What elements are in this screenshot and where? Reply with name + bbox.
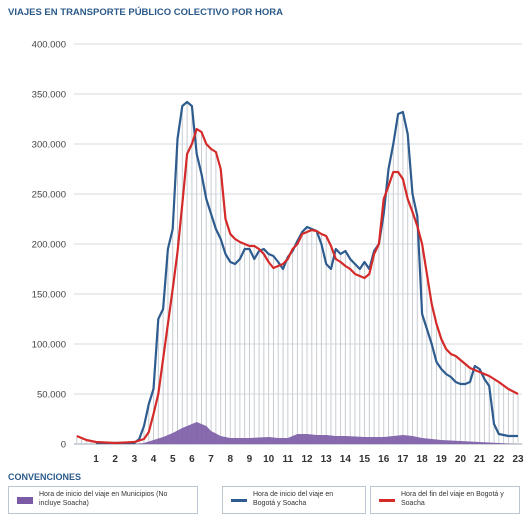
x-tick-label: 4 xyxy=(151,454,157,465)
x-tick-label: 11 xyxy=(283,454,294,465)
x-tick-label: 8 xyxy=(227,454,233,465)
legend: Hora de inicio del viaje en Municipios (… xyxy=(8,486,520,516)
x-tick-label: 9 xyxy=(247,454,253,465)
y-tick-label: 250.000 xyxy=(32,190,66,201)
x-tick-label: 2 xyxy=(112,454,118,465)
legend-item-fin-bogota: Hora del fin del viaje en Bogotá y Soach… xyxy=(370,486,520,514)
y-tick-label: 100.000 xyxy=(32,340,66,351)
legend-item-municipios: Hora de inicio del viaje en Municipios (… xyxy=(8,486,198,514)
x-axis-ticks: 1 2 3 4 5 6 7 8 9 10 11 12 13 14 15 16 17 18 19 20 21 22 23 xyxy=(93,454,524,465)
x-tick-label: 17 xyxy=(397,454,409,465)
x-tick-label: 12 xyxy=(301,454,313,465)
x-tick-label: 15 xyxy=(359,454,371,465)
legend-swatch-municipios xyxy=(17,497,33,504)
series-line-fin-bogota xyxy=(76,127,519,445)
x-tick-label: 21 xyxy=(474,454,486,465)
x-tick-label: 10 xyxy=(263,454,275,465)
x-tick-label: 19 xyxy=(436,454,448,465)
x-tick-label: 13 xyxy=(321,454,333,465)
legend-title: CONVENCIONES xyxy=(8,472,82,482)
y-tick-label: 300.000 xyxy=(32,140,66,151)
x-tick-label: 14 xyxy=(340,454,352,465)
series-group xyxy=(76,100,523,445)
y-tick-label: 350.000 xyxy=(32,90,66,101)
chart-title: VIAJES EN TRANSPORTE PÚBLICO COLECTIVO P… xyxy=(8,7,283,18)
legend-swatch-inicio-bogota xyxy=(231,499,247,502)
hour-bars xyxy=(76,102,519,444)
legend-label-fin-bogota: Hora del fin del viaje en Bogotá y Soach… xyxy=(401,491,504,507)
y-axis-ticks: 0 50.000 100.000 150.000 200.000 250.000 300.0… xyxy=(32,40,66,451)
x-tick-label: 18 xyxy=(417,454,429,465)
legend-label-municipios: Hora de inicio del viaje en Municipios (… xyxy=(39,491,168,507)
x-tick-label: 23 xyxy=(512,454,524,465)
series-area-municipios xyxy=(76,422,523,444)
y-tick-label: 400.000 xyxy=(32,40,66,51)
x-tick-label: 22 xyxy=(493,454,505,465)
legend-item-inicio-bogota: Hora de inicio del viaje en Bogotá y Soa… xyxy=(222,486,366,514)
y-tick-label: 200.000 xyxy=(32,240,66,251)
x-tick-label: 6 xyxy=(189,454,195,465)
x-tick-label: 3 xyxy=(132,454,138,465)
x-tick-label: 1 xyxy=(93,454,99,465)
x-tick-label: 16 xyxy=(378,454,390,465)
legend-swatch-fin-bogota xyxy=(379,499,395,502)
x-tick-label: 5 xyxy=(170,454,176,465)
y-tick-label: 150.000 xyxy=(32,290,66,301)
x-tick-label: 20 xyxy=(455,454,467,465)
y-tick-label: 0 xyxy=(61,440,66,451)
y-tick-label: 50.000 xyxy=(37,390,66,401)
x-tick-label: 7 xyxy=(208,454,214,465)
line-chart: 0 50.000 100.000 150.000 200.000 250.000 300.0… xyxy=(32,40,524,466)
legend-label-inicio-bogota: Hora de inicio del viaje en Bogotá y Soa… xyxy=(253,491,334,507)
